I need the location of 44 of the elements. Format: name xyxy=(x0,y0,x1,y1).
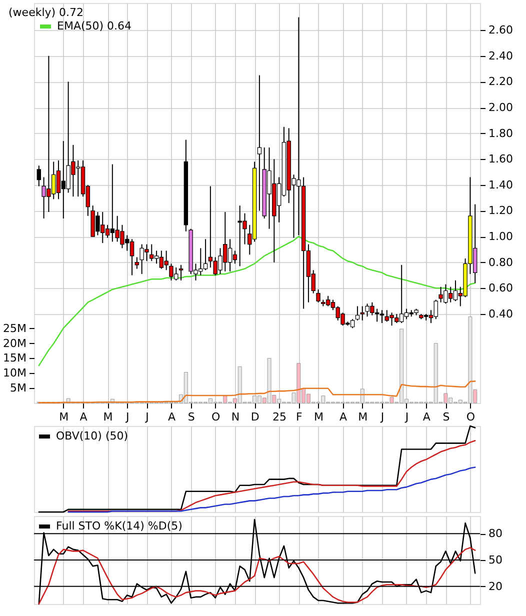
y-tick-label: 0.60 xyxy=(488,282,513,295)
x-tick-label: J xyxy=(144,410,149,424)
y-tick-label: 1.20 xyxy=(488,204,513,218)
x-tick-label: A xyxy=(340,410,348,424)
x-tick-label: A xyxy=(80,410,88,424)
y-tick-label: 2.60 xyxy=(488,24,513,37)
legend-label: EMA(50) 0.64 xyxy=(57,20,132,32)
y2-tick-label: 5M xyxy=(10,382,26,395)
x-tick-label: N xyxy=(231,410,240,424)
legend-label: Full STO %K(14) %D(5) xyxy=(56,520,182,532)
y-tick-label: 2.40 xyxy=(488,49,513,62)
x-tick-label: M xyxy=(358,410,368,424)
x-tick-label: J xyxy=(124,410,130,424)
x-tick-label: J xyxy=(404,410,409,424)
y-tick-label: 20 xyxy=(488,580,502,593)
x-tick-label: A xyxy=(422,410,431,424)
x-tick-label: M xyxy=(103,410,113,424)
x-tick-label: A xyxy=(168,410,176,424)
x-tick-label: 25 xyxy=(272,410,287,424)
x-tick-label: O xyxy=(466,410,476,424)
y-tick-label: 80 xyxy=(488,527,502,540)
y-tick-label: 2.20 xyxy=(488,75,513,88)
chart-title: (weekly) 0.72 xyxy=(8,6,84,19)
x-tick-label: F xyxy=(296,410,302,424)
x-tick-label: J xyxy=(380,410,384,424)
y-tick-label: 2.00 xyxy=(488,101,513,114)
y2-tick-label: 25M xyxy=(3,322,26,335)
x-tick-label: S xyxy=(188,410,195,424)
y-tick-label: 1.40 xyxy=(488,178,513,192)
y2-tick-label: 20M xyxy=(3,336,26,350)
y-tick-label: 1.60 xyxy=(488,152,513,166)
y-tick-label: 50 xyxy=(488,554,502,566)
y-tick-label: 0.40 xyxy=(488,307,513,320)
x-tick-label: S xyxy=(442,410,450,424)
y-tick-label: 1.00 xyxy=(488,230,513,244)
y2-tick-label: 15M xyxy=(3,352,26,365)
x-tick-label: M xyxy=(314,410,324,424)
x-tick-label: M xyxy=(59,410,69,424)
y2-tick-label: 10M xyxy=(3,366,26,380)
y-tick-label: 0.80 xyxy=(488,256,513,269)
x-tick-label: O xyxy=(212,410,221,424)
x-tick-label: D xyxy=(250,410,260,424)
y-tick-label: 1.80 xyxy=(488,126,513,140)
legend-label: OBV(10) (50) xyxy=(56,430,128,442)
